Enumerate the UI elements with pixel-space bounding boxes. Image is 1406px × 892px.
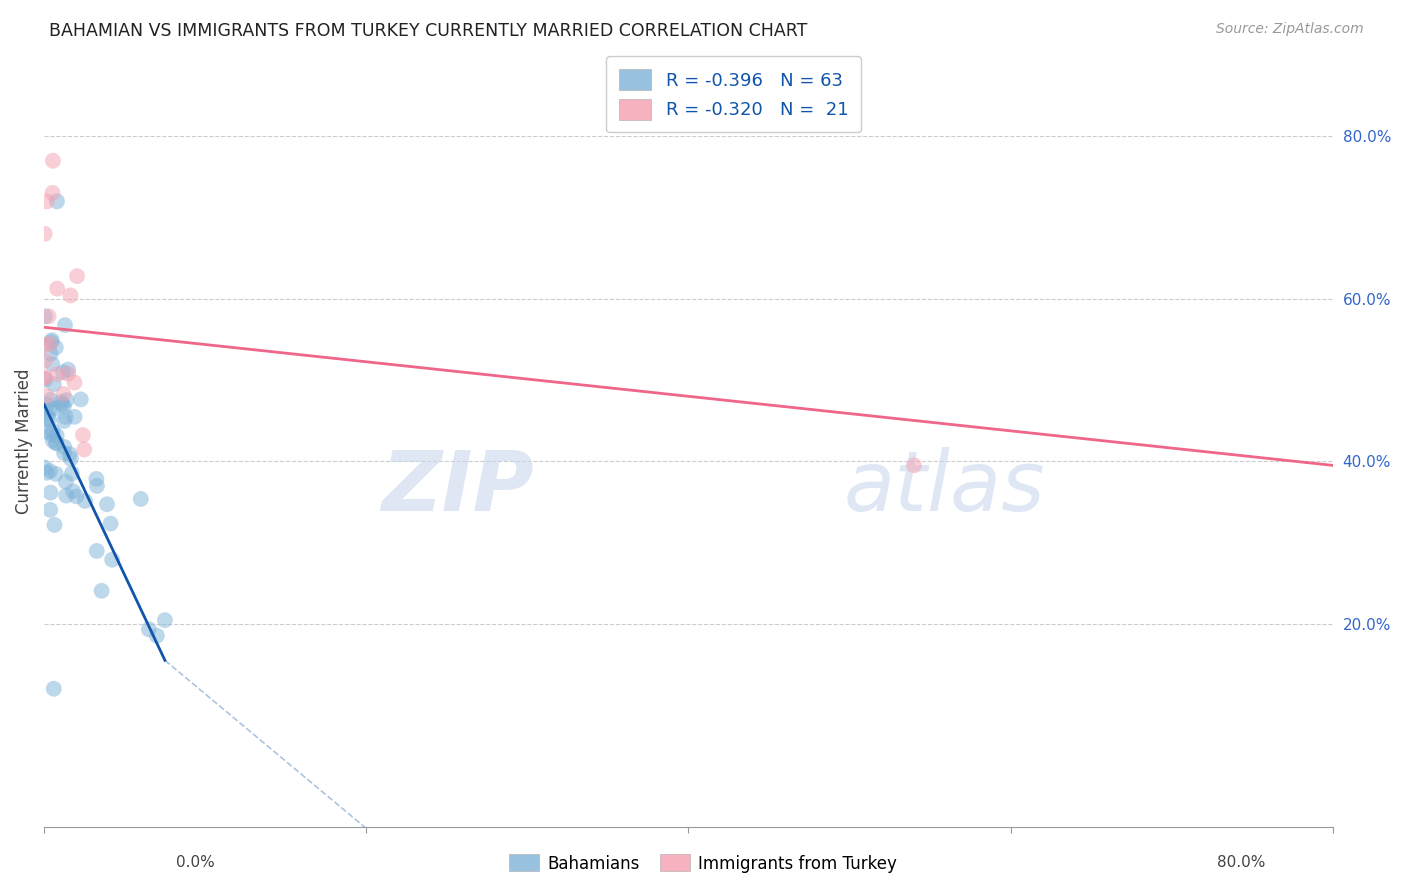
Point bbox=[42, 681, 65, 696]
Point bbox=[53, 318, 76, 332]
Point bbox=[52, 365, 75, 379]
Point bbox=[52, 400, 75, 414]
Point bbox=[34, 227, 56, 241]
Text: 80.0%: 80.0% bbox=[1218, 855, 1265, 870]
Point bbox=[63, 376, 86, 390]
Point bbox=[59, 447, 82, 461]
Point bbox=[39, 503, 62, 517]
Point bbox=[42, 377, 65, 392]
Point bbox=[55, 409, 77, 424]
Point bbox=[73, 442, 96, 457]
Point bbox=[53, 446, 76, 460]
Point bbox=[41, 186, 63, 200]
Point bbox=[153, 613, 176, 627]
Point bbox=[59, 288, 82, 302]
Point bbox=[37, 409, 59, 423]
Point bbox=[73, 494, 96, 508]
Point bbox=[63, 409, 86, 424]
Point bbox=[37, 425, 59, 439]
Text: BAHAMIAN VS IMMIGRANTS FROM TURKEY CURRENTLY MARRIED CORRELATION CHART: BAHAMIAN VS IMMIGRANTS FROM TURKEY CURRE… bbox=[49, 22, 807, 40]
Point bbox=[86, 479, 108, 493]
Point bbox=[39, 464, 62, 478]
Point bbox=[42, 424, 65, 438]
Point bbox=[903, 458, 925, 473]
Point bbox=[58, 367, 80, 381]
Point bbox=[49, 395, 72, 409]
Point bbox=[45, 341, 67, 355]
Point bbox=[41, 333, 63, 347]
Point bbox=[45, 436, 67, 450]
Point bbox=[90, 583, 112, 598]
Point bbox=[35, 194, 58, 209]
Point bbox=[39, 485, 62, 500]
Point bbox=[35, 389, 58, 403]
Point bbox=[53, 440, 76, 454]
Point bbox=[46, 194, 69, 209]
Point bbox=[59, 451, 82, 466]
Point bbox=[34, 310, 56, 324]
Point bbox=[42, 434, 65, 448]
Point bbox=[39, 427, 62, 442]
Point bbox=[69, 392, 91, 407]
Point bbox=[129, 491, 152, 506]
Point bbox=[86, 472, 108, 486]
Point bbox=[53, 414, 76, 428]
Point bbox=[41, 357, 63, 371]
Point bbox=[35, 397, 58, 411]
Point bbox=[66, 269, 89, 284]
Point bbox=[39, 334, 62, 349]
Point bbox=[51, 397, 73, 411]
Point bbox=[42, 153, 65, 168]
Point bbox=[101, 552, 124, 566]
Point bbox=[60, 467, 83, 481]
Text: Source: ZipAtlas.com: Source: ZipAtlas.com bbox=[1216, 22, 1364, 37]
Point bbox=[34, 353, 56, 368]
Point bbox=[39, 337, 62, 351]
Point bbox=[34, 373, 56, 387]
Text: atlas: atlas bbox=[844, 447, 1045, 528]
Point bbox=[52, 387, 75, 401]
Point bbox=[34, 460, 56, 475]
Point bbox=[86, 544, 108, 558]
Point bbox=[96, 497, 118, 511]
Point bbox=[100, 516, 122, 531]
Point bbox=[44, 518, 66, 533]
Point bbox=[34, 337, 56, 351]
Point bbox=[38, 412, 60, 426]
Point bbox=[32, 371, 55, 385]
Point bbox=[45, 435, 67, 450]
Point bbox=[45, 428, 67, 442]
Point bbox=[35, 466, 58, 480]
Legend: R = -0.396   N = 63, R = -0.320   N =  21: R = -0.396 N = 63, R = -0.320 N = 21 bbox=[606, 56, 860, 133]
Point bbox=[38, 310, 60, 324]
Point bbox=[46, 368, 69, 382]
Point bbox=[34, 370, 56, 384]
Point bbox=[39, 392, 62, 407]
Legend: Bahamians, Immigrants from Turkey: Bahamians, Immigrants from Turkey bbox=[502, 847, 904, 880]
Point bbox=[42, 401, 65, 416]
Point bbox=[146, 629, 169, 643]
Point bbox=[55, 475, 77, 489]
Point bbox=[55, 393, 77, 408]
Point bbox=[62, 484, 84, 499]
Point bbox=[72, 428, 94, 442]
Point bbox=[55, 489, 77, 503]
Text: 0.0%: 0.0% bbox=[176, 855, 215, 870]
Point bbox=[46, 282, 69, 296]
Point bbox=[65, 489, 87, 503]
Text: ZIP: ZIP bbox=[381, 447, 534, 528]
Point bbox=[138, 622, 160, 636]
Point bbox=[38, 403, 60, 417]
Point bbox=[35, 412, 58, 426]
Point bbox=[56, 362, 79, 376]
Y-axis label: Currently Married: Currently Married bbox=[15, 368, 32, 514]
Point bbox=[45, 467, 67, 481]
Point bbox=[39, 347, 62, 361]
